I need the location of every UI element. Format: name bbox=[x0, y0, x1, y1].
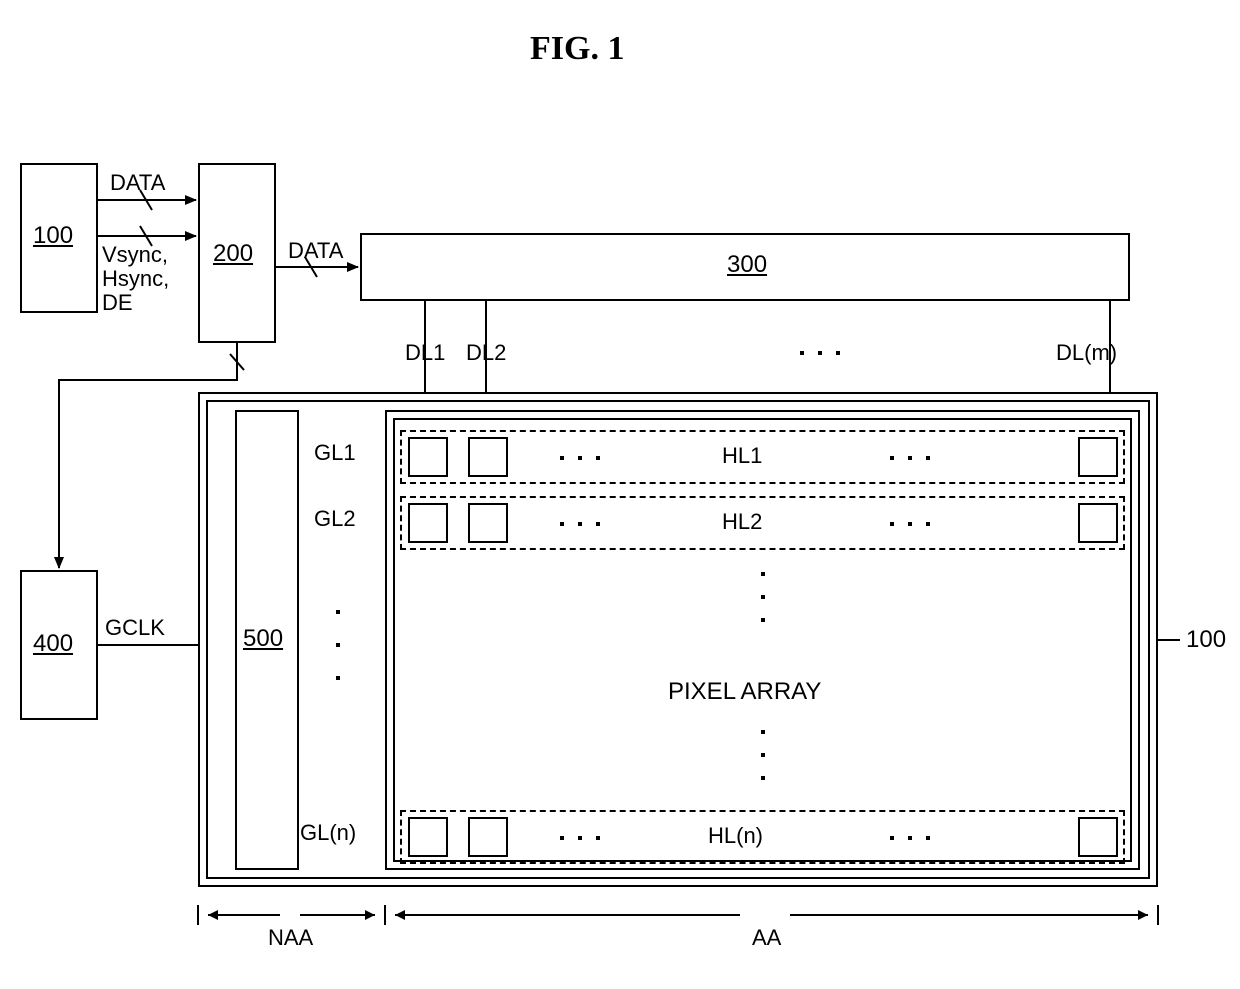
ellipsis-icon bbox=[890, 835, 930, 841]
vdots-icon bbox=[760, 572, 766, 622]
diagram-canvas: FIG. 1 bbox=[0, 0, 1240, 989]
pixel bbox=[468, 817, 508, 857]
ellipsis-icon bbox=[800, 350, 840, 356]
block-300-label: 300 bbox=[727, 251, 767, 279]
block-400-label: 400 bbox=[33, 630, 73, 658]
block-200-label: 200 bbox=[213, 240, 253, 268]
block-500-label: 500 bbox=[243, 625, 283, 653]
figure-title: FIG. 1 bbox=[530, 30, 624, 68]
ellipsis-icon bbox=[560, 455, 600, 461]
ellipsis-icon bbox=[890, 455, 930, 461]
label-data1: DATA bbox=[110, 170, 165, 196]
row-hl2 bbox=[400, 496, 1125, 550]
label-data2: DATA bbox=[288, 238, 343, 264]
label-dlm: DL(m) bbox=[1056, 340, 1117, 366]
vdots-icon bbox=[760, 730, 766, 780]
label-aa: AA bbox=[752, 925, 781, 951]
pixel bbox=[1078, 503, 1118, 543]
pixel bbox=[408, 817, 448, 857]
label-syncs: Vsync, Hsync, DE bbox=[102, 243, 169, 316]
label-hl2: HL2 bbox=[722, 509, 762, 535]
pixel bbox=[468, 503, 508, 543]
label-gl2: GL2 bbox=[314, 506, 356, 532]
pixel-area-inner bbox=[393, 418, 1132, 862]
panel-100-label: 100 bbox=[1186, 626, 1226, 654]
label-gln: GL(n) bbox=[300, 820, 356, 846]
pixel bbox=[408, 503, 448, 543]
row-hl1 bbox=[400, 430, 1125, 484]
ellipsis-icon bbox=[560, 835, 600, 841]
pixel bbox=[468, 437, 508, 477]
vdots-icon bbox=[335, 610, 341, 680]
pixel bbox=[408, 437, 448, 477]
label-hl1: HL1 bbox=[722, 443, 762, 469]
label-hln: HL(n) bbox=[708, 823, 763, 849]
pixel-array-label: PIXEL ARRAY bbox=[668, 678, 821, 706]
label-gclk: GCLK bbox=[105, 615, 165, 641]
block-100-host-label: 100 bbox=[33, 222, 73, 250]
ellipsis-icon bbox=[560, 521, 600, 527]
label-gl1: GL1 bbox=[314, 440, 356, 466]
pixel bbox=[1078, 817, 1118, 857]
label-dl2: DL2 bbox=[466, 340, 506, 366]
label-naa: NAA bbox=[268, 925, 313, 951]
pixel bbox=[1078, 437, 1118, 477]
label-dl1: DL1 bbox=[405, 340, 445, 366]
ellipsis-icon bbox=[890, 521, 930, 527]
